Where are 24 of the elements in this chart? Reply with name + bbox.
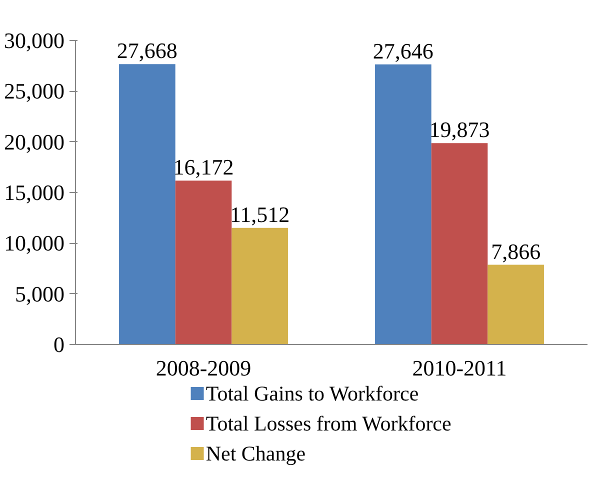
data-label: 7,866 bbox=[491, 238, 541, 264]
legend-label: Net Change bbox=[206, 442, 306, 466]
bar bbox=[232, 228, 288, 344]
data-label: 19,873 bbox=[429, 117, 490, 142]
bar bbox=[431, 143, 488, 344]
data-label: 27,668 bbox=[116, 38, 178, 64]
y-tick-label: 25,000 bbox=[4, 78, 64, 104]
y-tick-label: 5,000 bbox=[15, 281, 64, 306]
legend-label: Total Losses from Workforce bbox=[206, 412, 452, 436]
bar bbox=[119, 64, 176, 344]
y-tick-label: 10,000 bbox=[4, 230, 64, 256]
data-label: 11,512 bbox=[230, 202, 290, 227]
y-tick-label: 15,000 bbox=[4, 180, 64, 205]
bar bbox=[375, 64, 432, 344]
bar bbox=[175, 180, 232, 344]
data-label: 16,172 bbox=[173, 154, 234, 180]
x-tick-label: 2010-2011 bbox=[412, 356, 507, 380]
legend-label: Total Gains to Workforce bbox=[206, 382, 419, 406]
x-tick-label: 2008-2009 bbox=[156, 356, 252, 380]
y-tick-label: 30,000 bbox=[4, 28, 64, 53]
bar bbox=[488, 264, 544, 344]
data-label: 27,646 bbox=[372, 38, 434, 64]
y-tick-label: 0 bbox=[54, 332, 64, 357]
y-tick-label: 20,000 bbox=[4, 129, 64, 154]
